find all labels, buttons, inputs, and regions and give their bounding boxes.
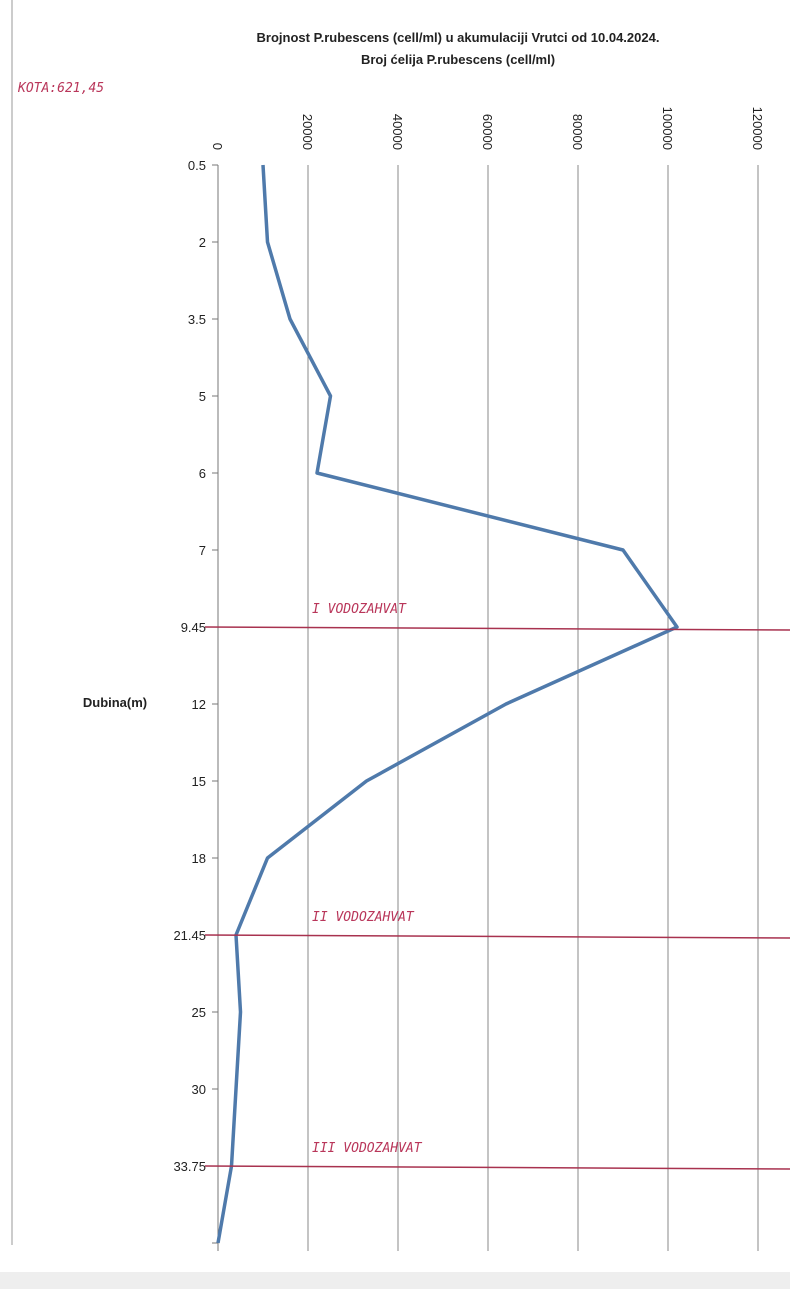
y-tick-label: 7: [199, 543, 206, 558]
x-tick-label: 0: [210, 143, 225, 150]
y-tick-label: 15: [192, 774, 206, 789]
y-axis-label: Dubina(m): [83, 695, 147, 710]
annotation-line: [204, 626, 790, 631]
x-tick-label: 40000: [390, 114, 405, 150]
footer-bar: [0, 1272, 790, 1289]
chart-title: Brojnost P.rubescens (cell/ml) u akumula…: [257, 30, 660, 45]
chart-subtitle: Broj ćelija P.rubescens (cell/ml): [361, 52, 555, 67]
y-tick-label: 3.5: [188, 312, 206, 327]
x-tick-label: 80000: [570, 114, 585, 150]
data-line: [216, 164, 679, 1244]
y-tick-label: 18: [192, 851, 206, 866]
x-tick-label: 60000: [480, 114, 495, 150]
annotation: II VODOZAHVAT: [312, 910, 415, 925]
y-tick-label: 0.5: [188, 158, 206, 173]
annotation: I VODOZAHVAT: [312, 602, 407, 617]
y-tick-label: 9.45: [181, 620, 206, 635]
y-tick-label: 21.45: [173, 928, 206, 943]
annotation-line: [204, 1165, 790, 1170]
annotation-line: [204, 934, 790, 939]
x-tick-label: 100000: [660, 107, 675, 150]
y-tick-label: 25: [192, 1005, 206, 1020]
x-tick-label: 120000: [750, 107, 765, 150]
annotation: III VODOZAHVAT: [312, 1141, 423, 1156]
x-tick-label: 20000: [300, 114, 315, 150]
y-tick-label: 33.75: [173, 1159, 206, 1174]
annotation: KOTA:621,45: [17, 81, 104, 96]
y-tick-label: 5: [199, 389, 206, 404]
y-tick-label: 2: [199, 235, 206, 250]
y-tick-label: 6: [199, 466, 206, 481]
y-tick-label: 12: [192, 697, 206, 712]
y-tick-label: 30: [192, 1082, 206, 1097]
